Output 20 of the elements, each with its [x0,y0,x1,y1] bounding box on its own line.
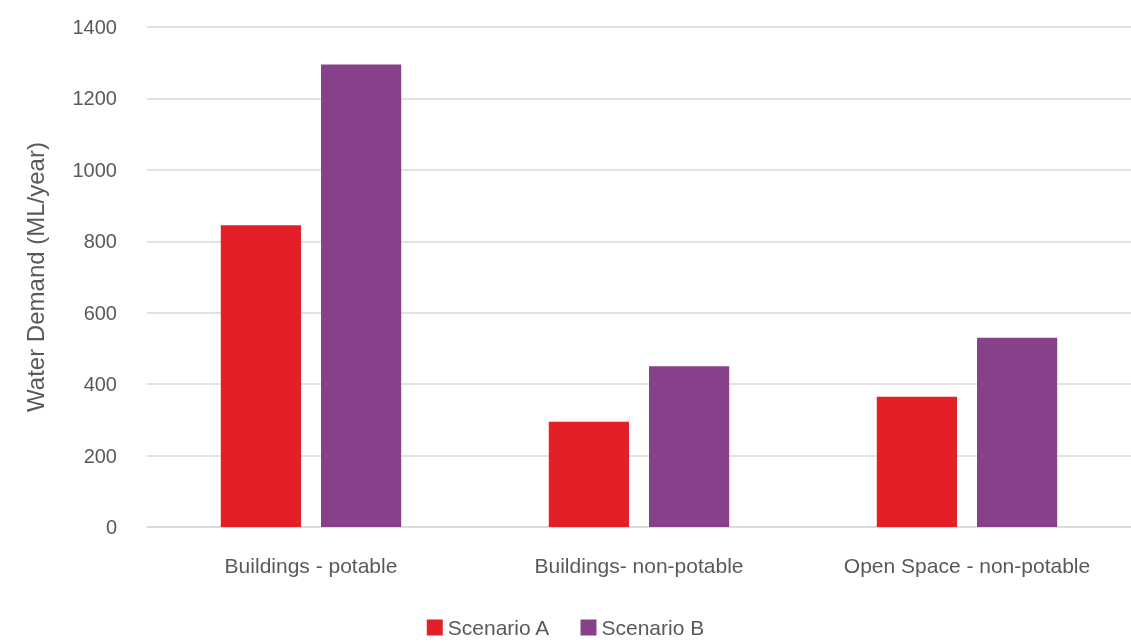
x-tick-label: Buildings - potable [224,554,398,577]
y-tick-label: 800 [83,230,117,253]
y-tick-label: 0 [105,516,117,538]
y-tick-label: 1200 [72,87,117,110]
x-tick-label: Buildings- non-potable [534,554,744,577]
y-tick-label: 200 [83,444,117,467]
y-tick-label: 1000 [72,158,117,181]
legend-label: Scenario A [447,616,550,639]
y-tick-label: 1400 [72,16,117,38]
bar [220,225,301,527]
y-tick-label: 400 [83,373,117,396]
x-tick-label: Open Space - non-potable [843,554,1091,577]
y-axis-title: Water Demand (ML/year) [21,142,49,412]
bar [649,366,730,527]
bar [876,396,957,527]
y-tick-label: 600 [83,301,117,324]
bar [321,64,402,527]
bar [548,421,629,527]
bar [977,337,1058,527]
legend-label: Scenario B [601,616,705,639]
